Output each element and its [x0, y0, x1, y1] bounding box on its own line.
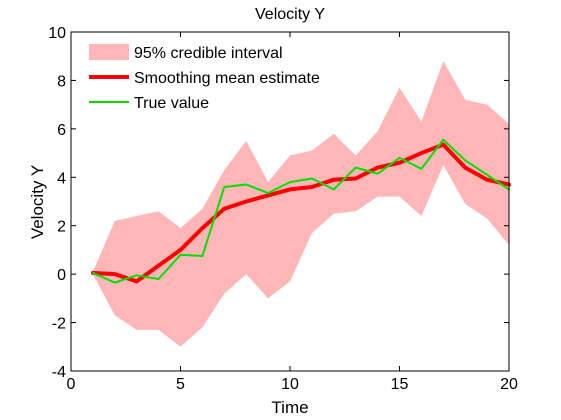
y-tick-label: 8 — [57, 73, 66, 90]
legend-label: True value — [134, 95, 209, 112]
y-tick-label: 0 — [57, 267, 66, 284]
x-tick-label: 5 — [176, 376, 185, 393]
x-tick-label: 15 — [391, 376, 409, 393]
y-tick-label: -4 — [52, 364, 66, 381]
x-tick-label: 20 — [500, 376, 518, 393]
x-tick-label: 0 — [67, 376, 76, 393]
legend-label: Smoothing mean estimate — [134, 70, 320, 87]
y-tick-label: 2 — [57, 219, 66, 236]
y-axis-label: Velocity Y — [28, 165, 47, 239]
y-tick-label: 4 — [57, 170, 66, 187]
chart-title: Velocity Y — [255, 6, 325, 23]
legend-swatch-interval — [89, 44, 129, 60]
y-tick-label: 6 — [57, 122, 66, 139]
x-tick-label: 10 — [281, 376, 299, 393]
x-axis-label: Time — [271, 398, 308, 417]
y-tick-label: 10 — [48, 25, 66, 42]
y-tick-label: -2 — [52, 316, 66, 333]
legend-label: 95% credible interval — [134, 45, 283, 62]
